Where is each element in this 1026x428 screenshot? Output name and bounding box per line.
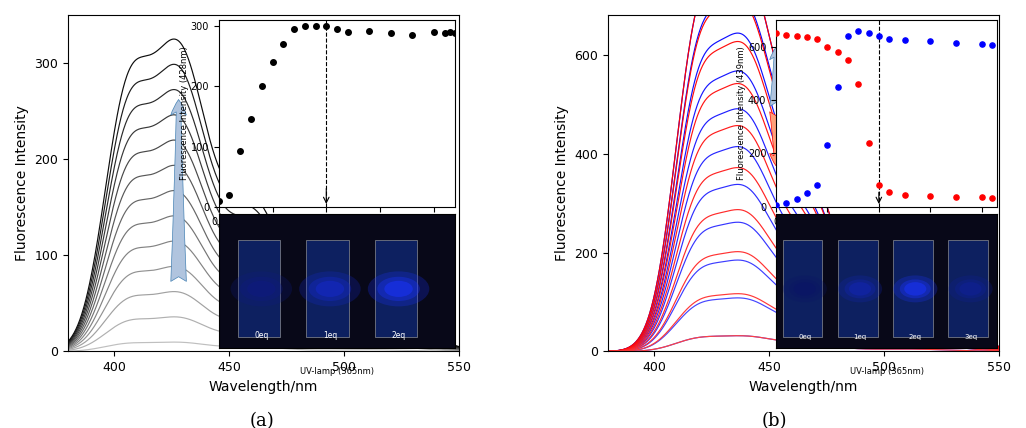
Text: 2.0eq -: 2.0eq - <box>796 171 833 181</box>
X-axis label: Wavelength/nm: Wavelength/nm <box>209 380 318 394</box>
Text: 0 - 2.0eq: 0 - 2.0eq <box>796 35 842 45</box>
Y-axis label: Fluorescence Intensity: Fluorescence Intensity <box>555 105 568 261</box>
Text: (a): (a) <box>249 412 274 428</box>
X-axis label: Wavelength/nm: Wavelength/nm <box>749 380 858 394</box>
Text: (b): (b) <box>762 412 787 428</box>
Y-axis label: Fluorescence Intensity: Fluorescence Intensity <box>15 105 29 261</box>
